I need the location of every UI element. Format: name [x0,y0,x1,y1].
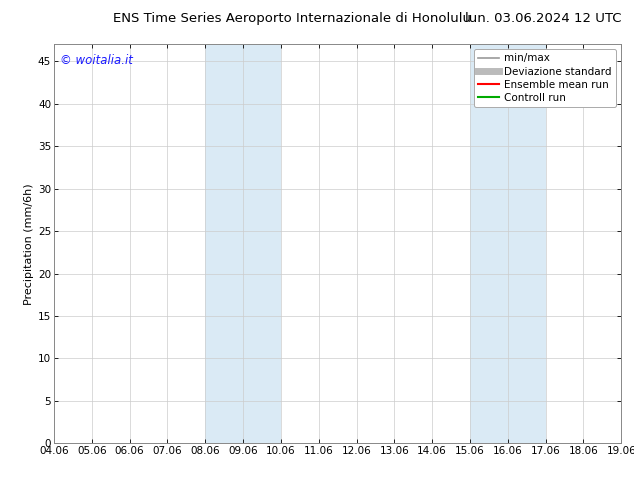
Text: lun. 03.06.2024 12 UTC: lun. 03.06.2024 12 UTC [465,12,621,25]
Bar [205,44,281,443]
Y-axis label: Precipitation (mm/6h): Precipitation (mm/6h) [23,183,34,305]
Text: © woitalia.it: © woitalia.it [60,54,133,67]
Bar [470,44,546,443]
Legend: min/max, Deviazione standard, Ensemble mean run, Controll run: min/max, Deviazione standard, Ensemble m… [474,49,616,107]
Text: ENS Time Series Aeroporto Internazionale di Honolulu: ENS Time Series Aeroporto Internazionale… [113,12,471,25]
